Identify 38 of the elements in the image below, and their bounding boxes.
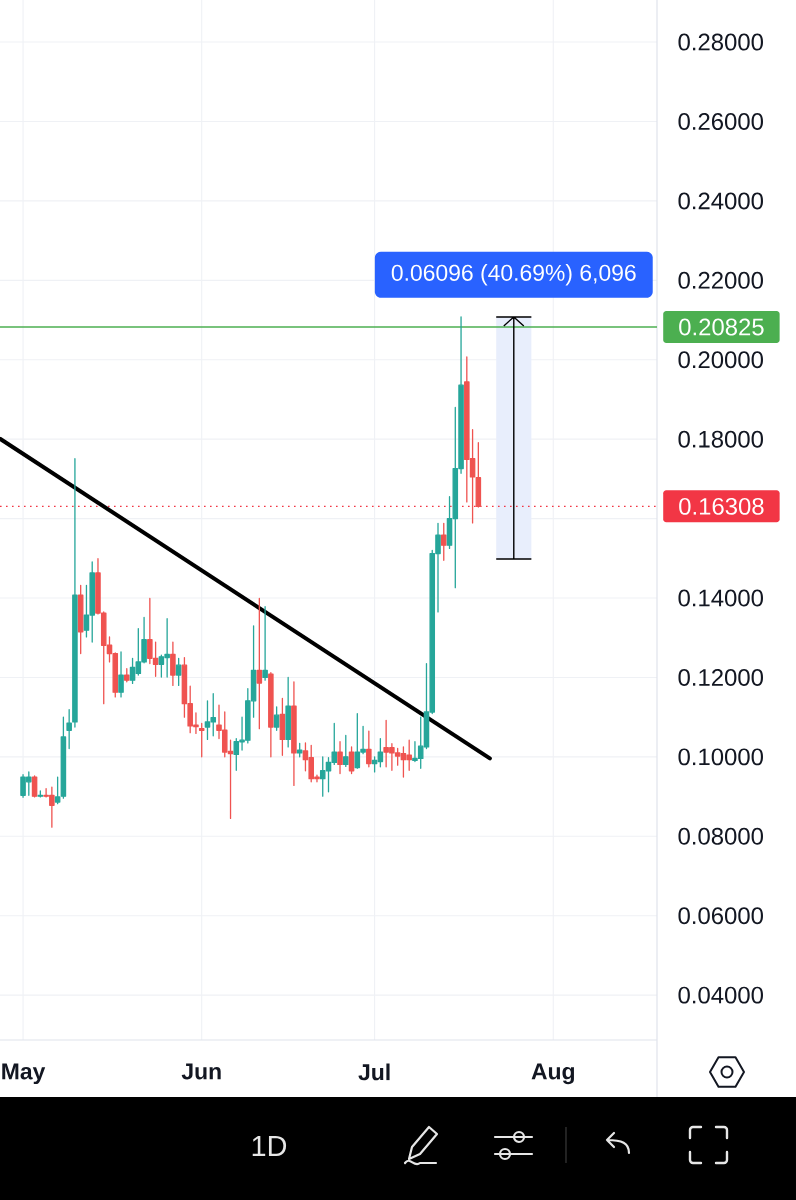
candlestick <box>175 657 182 687</box>
x-tick-label: Jun <box>181 1063 221 1080</box>
y-tick-label: 0.10000 <box>678 748 763 766</box>
candlestick <box>66 708 72 750</box>
candlestick <box>262 606 268 681</box>
y-tick-label: 0.14000 <box>678 589 763 607</box>
text: 1D <box>252 1136 287 1156</box>
y-tick-label: 0.08000 <box>678 827 763 845</box>
candlestick <box>118 651 124 698</box>
y-tick-label: 0.06000 <box>678 907 763 925</box>
candlestick <box>366 730 372 768</box>
candlestick <box>72 457 78 728</box>
y-tick-label: 0.22000 <box>678 271 763 289</box>
candlestick <box>291 681 297 787</box>
y-tick-label: 0.24000 <box>678 192 763 210</box>
candlestick <box>170 641 176 687</box>
candlestick <box>285 676 291 748</box>
y-tick-label: 0.04000 <box>678 986 763 1004</box>
y-tick-label: 0.28000 <box>678 33 763 51</box>
candlestick <box>124 668 130 683</box>
candlestick <box>440 522 447 561</box>
candlestick <box>37 790 44 798</box>
y-tick-label: 0.18000 <box>678 430 763 448</box>
x-tick-label: May <box>2 1063 46 1085</box>
candlestick <box>343 734 349 768</box>
y-tick-label: 0.26000 <box>678 113 763 130</box>
x-tick-label: Aug <box>531 1063 575 1085</box>
ref-line-label: 0.16308 <box>679 497 764 515</box>
x-tick-label: Jul <box>358 1063 390 1081</box>
y-tick-label: 0.20000 <box>678 351 763 369</box>
candlestick <box>348 746 355 775</box>
y-tick-label: 0.12000 <box>678 668 763 686</box>
candlestick <box>31 775 38 798</box>
candlestick <box>296 742 303 758</box>
candlestick <box>268 672 274 758</box>
ref-line-label: 0.20825 <box>679 318 764 336</box>
band-label: 0.06096 (40.69%) 6,096 <box>391 264 636 286</box>
candlestick <box>337 741 343 775</box>
